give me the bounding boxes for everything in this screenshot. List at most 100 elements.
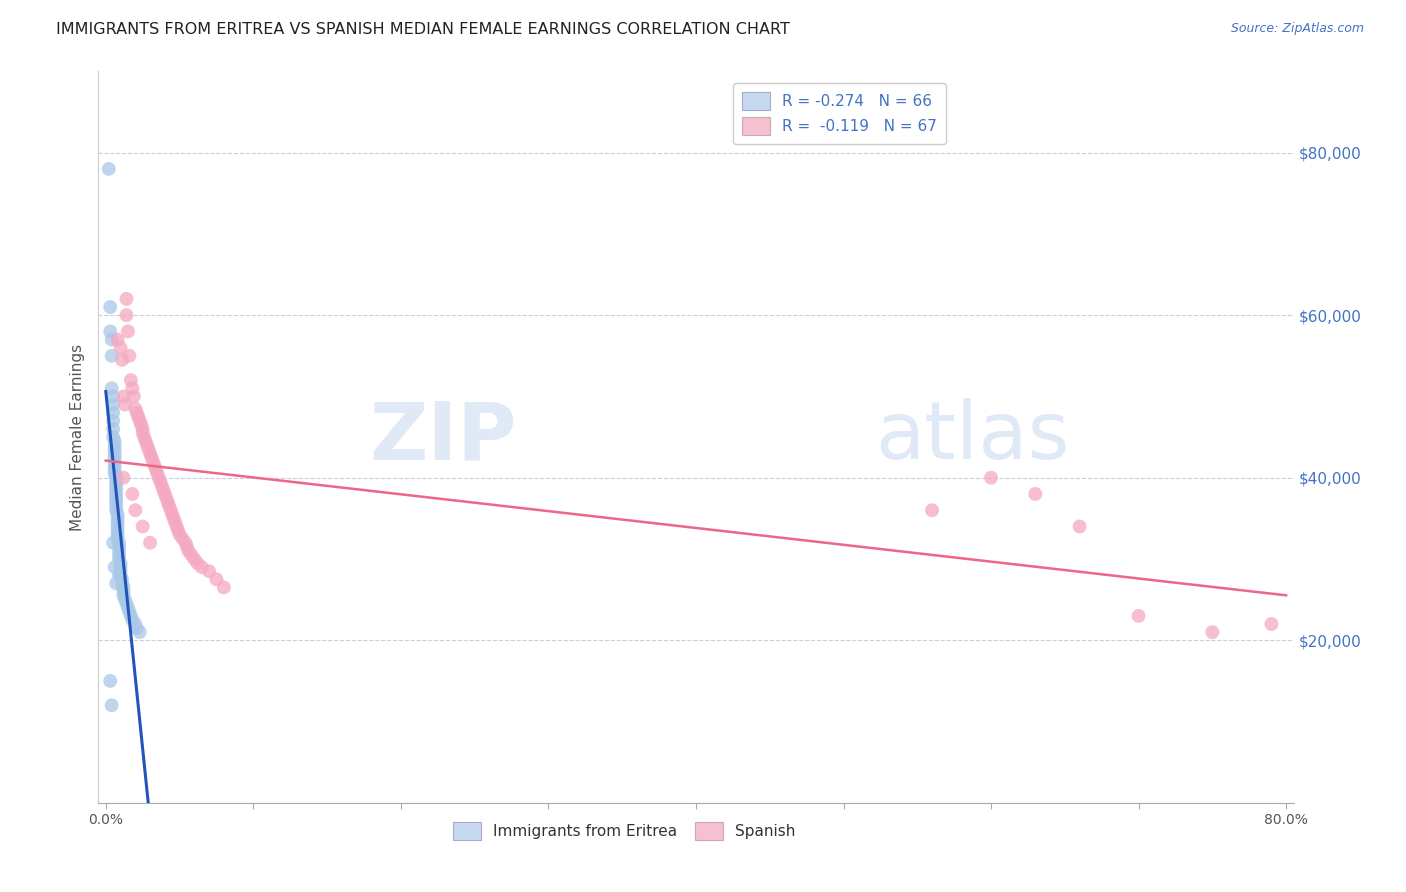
Point <box>104 450 127 465</box>
Point <box>145 462 167 476</box>
Point <box>101 398 124 412</box>
Point <box>105 471 128 485</box>
Point <box>121 381 143 395</box>
Point <box>111 352 134 367</box>
Point <box>110 560 132 574</box>
Point <box>180 548 202 562</box>
Point <box>107 532 129 546</box>
Point <box>143 458 166 473</box>
Point <box>156 495 179 509</box>
Point <box>105 475 128 489</box>
Point <box>167 524 190 538</box>
Point <box>97 161 120 176</box>
Point <box>107 524 129 538</box>
Point <box>115 597 138 611</box>
Point <box>101 430 124 444</box>
Legend: Immigrants from Eritrea, Spanish: Immigrants from Eritrea, Spanish <box>447 815 801 847</box>
Point <box>190 560 212 574</box>
Point <box>112 581 135 595</box>
Point <box>1069 519 1091 533</box>
Point <box>120 373 142 387</box>
Point <box>100 349 122 363</box>
Point <box>174 535 197 549</box>
Point <box>104 560 127 574</box>
Point <box>104 462 127 476</box>
Point <box>104 446 127 460</box>
Point <box>138 442 160 457</box>
Point <box>108 540 131 554</box>
Point <box>107 511 129 525</box>
Point <box>121 487 143 501</box>
Point <box>108 568 131 582</box>
Point <box>129 417 152 432</box>
Point <box>104 442 127 457</box>
Point <box>105 479 128 493</box>
Point <box>1201 625 1223 640</box>
Point <box>101 406 124 420</box>
Point <box>124 401 146 416</box>
Point <box>131 422 153 436</box>
Point <box>125 406 148 420</box>
Point <box>105 499 128 513</box>
Point <box>128 414 150 428</box>
Point <box>125 621 148 635</box>
Point <box>112 584 135 599</box>
Point <box>212 581 235 595</box>
Point <box>1128 608 1150 623</box>
Point <box>198 564 221 578</box>
Point <box>112 589 135 603</box>
Point <box>118 349 141 363</box>
Point <box>107 508 129 522</box>
Point <box>114 398 136 412</box>
Point <box>112 389 135 403</box>
Point <box>160 508 183 522</box>
Point <box>117 325 139 339</box>
Point <box>124 503 146 517</box>
Point <box>101 535 124 549</box>
Point <box>110 556 132 570</box>
Point <box>98 325 121 339</box>
Point <box>104 467 127 481</box>
Point <box>107 519 129 533</box>
Point <box>98 300 121 314</box>
Point <box>980 471 1002 485</box>
Point <box>165 516 187 530</box>
Point <box>150 479 173 493</box>
Point <box>141 450 163 465</box>
Point <box>104 434 127 449</box>
Point <box>105 487 128 501</box>
Point <box>122 389 145 403</box>
Point <box>108 535 131 549</box>
Point <box>120 608 142 623</box>
Point <box>110 568 132 582</box>
Point <box>134 430 156 444</box>
Point <box>107 527 129 541</box>
Point <box>98 673 121 688</box>
Point <box>921 503 943 517</box>
Text: IMMIGRANTS FROM ERITREA VS SPANISH MEDIAN FEMALE EARNINGS CORRELATION CHART: IMMIGRANTS FROM ERITREA VS SPANISH MEDIA… <box>56 22 790 37</box>
Point <box>176 540 198 554</box>
Point <box>118 605 141 619</box>
Point <box>104 438 127 452</box>
Point <box>104 454 127 468</box>
Point <box>105 495 128 509</box>
Point <box>124 617 146 632</box>
Point <box>146 467 169 481</box>
Point <box>131 519 153 533</box>
Point <box>105 503 128 517</box>
Point <box>128 625 150 640</box>
Point <box>100 698 122 713</box>
Point <box>105 491 128 505</box>
Text: ZIP: ZIP <box>370 398 517 476</box>
Point <box>127 409 149 424</box>
Point <box>100 381 122 395</box>
Point <box>121 613 143 627</box>
Point <box>159 503 181 517</box>
Text: atlas: atlas <box>876 398 1070 476</box>
Point <box>115 308 138 322</box>
Point <box>157 499 180 513</box>
Text: Source: ZipAtlas.com: Source: ZipAtlas.com <box>1230 22 1364 36</box>
Point <box>177 544 200 558</box>
Point <box>105 483 128 497</box>
Point <box>100 333 122 347</box>
